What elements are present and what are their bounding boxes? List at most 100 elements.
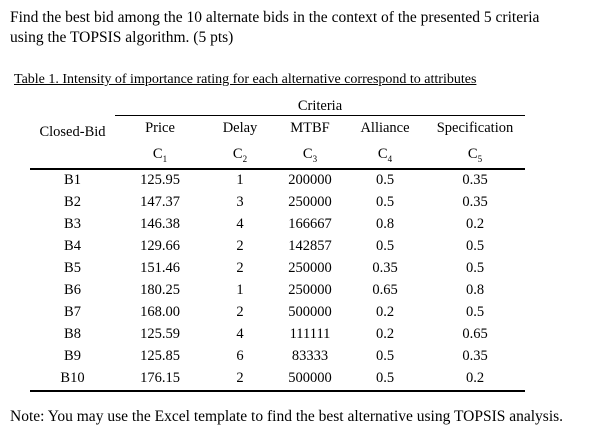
cell-price: 125.95 [140,172,180,189]
problem-statement-line-1: Find the best bid among the 10 alternate… [10,9,540,26]
symbol-letter: C [467,145,478,162]
table-body: B1 125.95 1 200000 0.5 0.35 B2 147.37 3 … [30,169,525,392]
symbol-subscript: 3 [312,153,318,164]
table-row: B5 151.46 2 250000 0.35 0.5 [30,258,525,280]
problem-statement-line-2: using the TOPSIS algorithm. (5 pts) [10,29,234,47]
cell-price: 125.85 [140,348,180,365]
cell-delay: 3 [236,194,244,211]
cell-mtbf: 166667 [288,216,332,233]
column-header-specification: Specification [436,119,514,136]
table-row: B6 180.25 1 250000 0.65 0.8 [30,280,525,302]
symbol-letter: C [302,145,313,162]
table-row: B10 176.15 2 500000 0.5 0.2 [30,367,525,392]
cell-bid: B2 [64,194,81,211]
symbol-subscript: 5 [477,153,483,164]
symbol-subscript: 4 [387,153,393,164]
cell-bid: B4 [64,238,81,255]
cell-specification: 0.35 [462,172,488,189]
cell-price: 146.38 [140,216,180,233]
cell-specification: 0.8 [465,282,485,299]
cell-specification: 0.2 [465,216,485,233]
cell-delay: 4 [236,326,244,343]
cell-mtbf: 200000 [288,172,332,189]
cell-specification: 0.5 [465,260,485,277]
cell-delay: 2 [236,304,244,321]
cell-price: 129.66 [140,238,180,255]
column-header-delay: Delay [222,119,258,136]
problem-statement: Find the best bid among the 10 alternate… [0,0,606,49]
corner-empty-cell [30,140,115,170]
symbol-letter: C [232,145,243,162]
symbol-letter: C [152,145,163,162]
cell-alliance: 0.5 [375,238,395,255]
cell-delay: 1 [236,282,244,299]
cell-alliance: 0.35 [372,260,398,277]
symbol-subscript: 1 [162,153,168,164]
cell-specification: 0.65 [462,326,488,343]
cell-mtbf: 111111 [289,326,331,343]
cell-bid: B1 [64,172,81,189]
cell-bid: B5 [64,260,81,277]
criteria-group-header: Criteria [115,92,525,116]
cell-specification: 0.35 [462,194,488,211]
cell-price: 180.25 [140,282,180,299]
symbol-c5: C5 [425,140,525,170]
symbol-subscript: 2 [242,153,248,164]
cell-specification: 0.35 [462,348,488,365]
cell-mtbf: 250000 [288,282,332,299]
cell-alliance: 0.8 [375,216,395,233]
cell-alliance: 0.2 [375,326,395,343]
cell-mtbf: 500000 [275,367,345,392]
cell-bid: B3 [64,216,81,233]
symbol-c3: C3 [275,140,345,170]
cell-alliance: 0.5 [375,348,395,365]
table-row: B8 125.59 4 111111 0.2 0.65 [30,324,525,346]
cell-bid: B6 [64,282,81,299]
cell-delay: 2 [236,238,244,255]
table-header: Closed-Bid Criteria Price Delay MTBF All… [30,92,525,170]
column-header-price: Price [145,119,175,136]
cell-specification: 0.5 [465,304,485,321]
cell-mtbf: 83333 [291,348,329,365]
symbol-c4: C4 [345,140,425,170]
cell-bid: B7 [64,304,81,321]
cell-mtbf: 142857 [288,238,332,255]
cell-mtbf: 500000 [288,304,332,321]
cell-mtbf: 250000 [288,194,332,211]
cell-alliance: 0.5 [345,367,425,392]
cell-delay: 6 [236,348,244,365]
column-header-mtbf: MTBF [290,119,330,136]
cell-delay: 1 [236,172,244,189]
cell-delay: 4 [236,216,244,233]
cell-delay: 2 [236,260,244,277]
cell-bid: B8 [64,326,81,343]
symbol-c2: C2 [205,140,275,170]
cell-mtbf: 250000 [288,260,332,277]
table-row: B1 125.95 1 200000 0.5 0.35 [30,169,525,192]
cell-specification: 0.2 [425,367,525,392]
cell-alliance: 0.5 [375,194,395,211]
cell-alliance: 0.2 [375,304,395,321]
bids-table: Closed-Bid Criteria Price Delay MTBF All… [30,92,525,392]
cell-price: 151.46 [140,260,180,277]
cell-price: 168.00 [140,304,180,321]
table-row: B4 129.66 2 142857 0.5 0.5 [30,236,525,258]
symbol-c1: C1 [115,140,205,170]
cell-delay: 2 [205,367,275,392]
cell-bid: B10 [30,367,115,392]
table-caption: Table 1. Intensity of importance rating … [14,71,477,87]
cell-alliance: 0.5 [375,172,395,189]
column-header-alliance: Alliance [360,119,410,136]
cell-price: 176.15 [115,367,205,392]
cell-price: 125.59 [140,326,180,343]
note-text: Note: You may use the Excel template to … [10,407,564,425]
cell-alliance: 0.65 [372,282,398,299]
cell-specification: 0.5 [465,238,485,255]
table-row: B7 168.00 2 500000 0.2 0.5 [30,302,525,324]
table-row: B9 125.85 6 83333 0.5 0.35 [30,346,525,368]
symbol-letter: C [377,145,388,162]
table-row: B3 146.38 4 166667 0.8 0.2 [30,214,525,236]
table-row: B2 147.37 3 250000 0.5 0.35 [30,192,525,214]
cell-bid: B9 [64,348,81,365]
